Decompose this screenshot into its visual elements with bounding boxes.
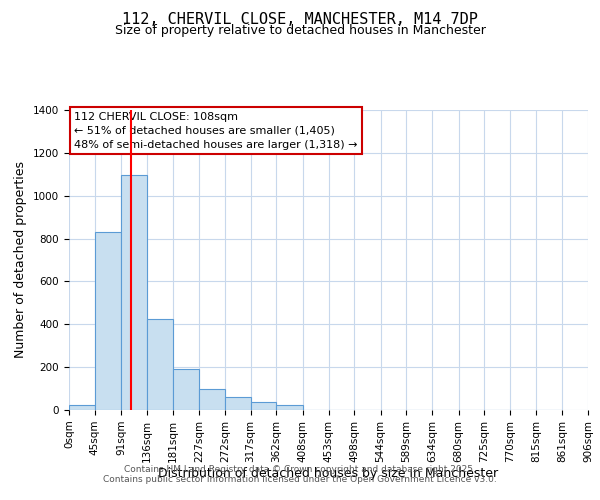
Bar <box>95 232 121 410</box>
Bar <box>277 406 303 410</box>
Text: 112 CHERVIL CLOSE: 108sqm
← 51% of detached houses are smaller (1,405)
48% of se: 112 CHERVIL CLOSE: 108sqm ← 51% of detac… <box>74 112 358 150</box>
Bar <box>147 319 173 410</box>
Bar <box>225 397 251 410</box>
Text: Contains HM Land Registry data © Crown copyright and database right 2025.: Contains HM Land Registry data © Crown c… <box>124 465 476 474</box>
Text: Contains public sector information licensed under the Open Government Licence v3: Contains public sector information licen… <box>103 475 497 484</box>
Bar <box>251 402 277 410</box>
Text: Size of property relative to detached houses in Manchester: Size of property relative to detached ho… <box>115 24 485 37</box>
Bar <box>173 370 199 410</box>
Bar <box>121 176 147 410</box>
Y-axis label: Number of detached properties: Number of detached properties <box>14 162 28 358</box>
Bar <box>69 404 95 410</box>
Bar <box>199 388 225 410</box>
X-axis label: Distribution of detached houses by size in Manchester: Distribution of detached houses by size … <box>158 468 499 480</box>
Text: 112, CHERVIL CLOSE, MANCHESTER, M14 7DP: 112, CHERVIL CLOSE, MANCHESTER, M14 7DP <box>122 12 478 28</box>
